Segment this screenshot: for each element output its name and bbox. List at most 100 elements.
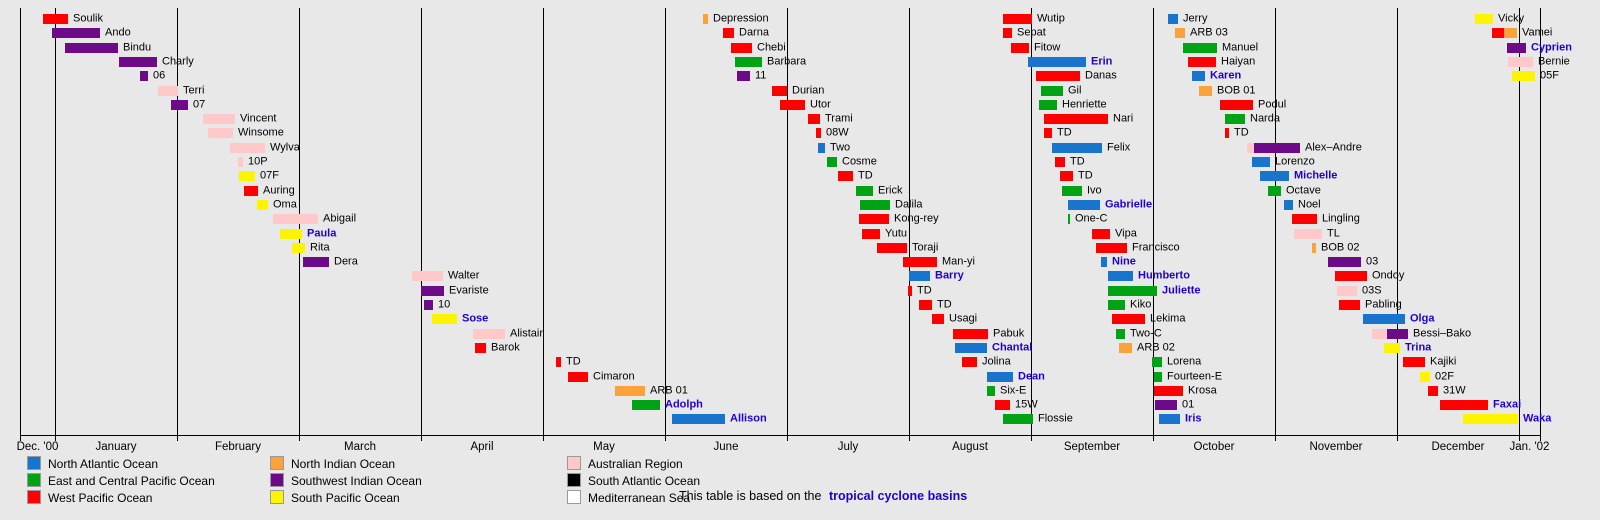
axis-tick bbox=[1031, 435, 1032, 441]
storm-label: Cosme bbox=[842, 155, 877, 168]
storm-label[interactable]: Humberto bbox=[1138, 269, 1190, 282]
storm-label[interactable]: Adolph bbox=[665, 398, 703, 411]
storm-bar bbox=[1096, 242, 1127, 253]
storm-bar bbox=[257, 199, 268, 210]
storm-bar bbox=[1052, 142, 1102, 153]
storm-bar bbox=[735, 56, 762, 67]
axis-tick bbox=[543, 435, 544, 441]
storm-label[interactable]: Sose bbox=[462, 312, 489, 325]
storm-bar bbox=[962, 357, 977, 368]
storm-bar bbox=[119, 56, 157, 67]
storm-bar bbox=[1003, 414, 1033, 425]
storm-label: Podul bbox=[1258, 98, 1287, 111]
storm-label[interactable]: Dean bbox=[1018, 370, 1045, 382]
month-gridline bbox=[665, 8, 666, 435]
month-label: March bbox=[344, 441, 376, 453]
storm-label: Trami bbox=[825, 112, 853, 125]
storm-bar bbox=[1199, 85, 1212, 96]
storm-label: Six-E bbox=[1000, 384, 1027, 397]
axis-tick bbox=[909, 435, 910, 441]
storm-label[interactable]: Olga bbox=[1410, 312, 1435, 325]
storm-label[interactable]: Trina bbox=[1405, 341, 1432, 354]
storm-bar bbox=[1159, 414, 1180, 425]
storm-label[interactable]: Michelle bbox=[1294, 169, 1338, 182]
storm-label[interactable]: Barry bbox=[935, 269, 964, 282]
storm-label: TD bbox=[917, 284, 932, 297]
storm-label[interactable]: Erin bbox=[1091, 55, 1113, 68]
storm-bar bbox=[908, 285, 912, 296]
storm-bar bbox=[208, 128, 233, 139]
storm-label[interactable]: Iris bbox=[1185, 412, 1202, 425]
storm-label[interactable]: Faxai bbox=[1493, 398, 1522, 411]
storm-label[interactable]: Chantal bbox=[992, 341, 1033, 354]
storm-label[interactable]: Allison bbox=[730, 412, 767, 425]
storm-bar bbox=[995, 400, 1010, 411]
storm-label[interactable]: Paula bbox=[307, 227, 337, 239]
storm-bar bbox=[955, 342, 987, 353]
storm-bar bbox=[780, 99, 805, 110]
legend-swatch bbox=[567, 473, 581, 487]
storm-bar bbox=[1192, 71, 1205, 82]
storm-label: Lorena bbox=[1167, 355, 1202, 368]
storm-label: 10 bbox=[438, 298, 451, 311]
storm-bar bbox=[1011, 42, 1029, 53]
storm-bar bbox=[1328, 257, 1361, 268]
storm-label: Henriette bbox=[1062, 98, 1107, 111]
storm-bar bbox=[1055, 157, 1065, 167]
storm-bar bbox=[1044, 128, 1052, 139]
month-gridline bbox=[55, 8, 56, 435]
storm-label[interactable]: Juliette bbox=[1162, 284, 1201, 297]
storm-label: Fitow bbox=[1034, 41, 1061, 54]
storm-label: One-C bbox=[1075, 212, 1108, 225]
storm-label[interactable]: Nine bbox=[1112, 255, 1136, 268]
storm-bar bbox=[424, 300, 433, 310]
storm-bar bbox=[1108, 271, 1133, 282]
storm-label: Bernie bbox=[1538, 55, 1570, 68]
legend-swatch bbox=[270, 473, 284, 487]
legend-label: South Pacific Ocean bbox=[291, 491, 400, 505]
legend-swatch bbox=[27, 456, 41, 470]
month-gridline bbox=[909, 8, 910, 435]
storm-bar bbox=[1108, 285, 1157, 296]
storm-label[interactable]: Gabrielle bbox=[1105, 198, 1153, 211]
storm-label: ARB 02 bbox=[1137, 341, 1175, 354]
note-link[interactable]: tropical cyclone basins bbox=[828, 489, 968, 503]
storm-label[interactable]: Cyprien bbox=[1531, 41, 1572, 54]
storm-label: Cimaron bbox=[593, 370, 635, 382]
storm-bar bbox=[1036, 71, 1080, 82]
storm-label: 10P bbox=[248, 155, 268, 168]
storm-bar bbox=[230, 142, 265, 153]
storm-bar bbox=[158, 85, 178, 96]
storm-label: Lingling bbox=[1322, 212, 1360, 225]
storm-label: Narda bbox=[1250, 112, 1280, 125]
storm-bar bbox=[1225, 128, 1229, 139]
storm-label: BOB 02 bbox=[1321, 241, 1360, 254]
month-gridline bbox=[421, 8, 422, 435]
storm-label: Flossie bbox=[1038, 412, 1073, 425]
storm-bar bbox=[303, 257, 329, 268]
storm-label: Haiyan bbox=[1221, 55, 1256, 68]
storm-bar bbox=[1108, 300, 1125, 310]
month-label: September bbox=[1063, 441, 1121, 453]
storm-label: Fourteen-E bbox=[1167, 370, 1223, 382]
storm-bar bbox=[860, 199, 890, 210]
storm-label: Kong-rey bbox=[894, 212, 939, 225]
storm-label: 11 bbox=[755, 69, 767, 82]
storm-bar bbox=[1292, 214, 1317, 225]
storm-label: Bessi–Bako bbox=[1413, 327, 1472, 340]
axis-tick bbox=[55, 435, 56, 441]
storm-bar bbox=[273, 214, 318, 225]
axis-tick bbox=[787, 435, 788, 441]
storm-label[interactable]: Karen bbox=[1210, 69, 1242, 82]
storm-bar bbox=[862, 228, 880, 239]
storm-label: Utor bbox=[810, 98, 831, 111]
storm-bar bbox=[1312, 242, 1316, 253]
storm-bar bbox=[816, 128, 821, 139]
month-label: Jan. '02 bbox=[1509, 441, 1550, 453]
storm-bar bbox=[1060, 171, 1073, 182]
storm-label[interactable]: Waka bbox=[1523, 412, 1552, 425]
month-label: October bbox=[1193, 441, 1235, 453]
storm-label: Yutu bbox=[885, 227, 908, 239]
storm-bar bbox=[1062, 185, 1082, 196]
